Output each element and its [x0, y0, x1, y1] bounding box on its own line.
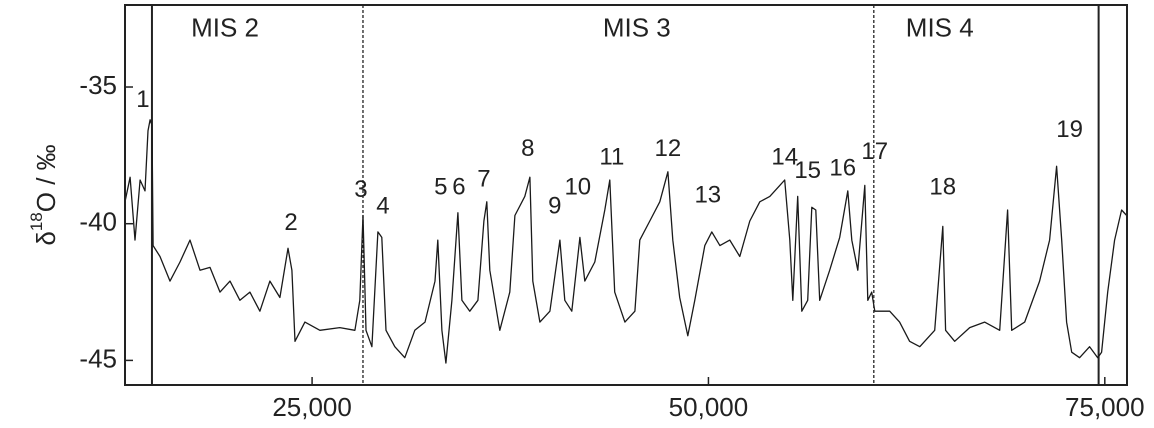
event-label: 18: [929, 174, 956, 201]
y-label-symbol: δ: [31, 231, 61, 245]
x-tick-label: 75,000: [1065, 392, 1145, 422]
y-tick-label: -40: [79, 207, 117, 237]
event-label: 17: [861, 138, 888, 165]
event-label: 1: [136, 86, 149, 113]
y-tick-label: -35: [79, 70, 117, 100]
y-axis-label: δ18O / ‰: [27, 144, 60, 245]
event-label: 13: [694, 182, 721, 209]
plot-frame: [124, 4, 1128, 386]
event-label: 2: [284, 209, 297, 236]
stage-label: MIS 2: [191, 12, 259, 42]
event-label: 4: [376, 193, 389, 220]
event-label: 8: [521, 135, 534, 162]
event-label: 19: [1056, 116, 1083, 143]
stage-label: MIS 3: [603, 12, 671, 42]
event-label: 12: [655, 135, 682, 162]
event-label: 14: [771, 143, 798, 170]
stage-label: MIS 4: [906, 12, 974, 42]
y-label-sup: 18: [27, 212, 46, 231]
data-line: [124, 119, 1128, 364]
y-label-rest: O / ‰: [31, 144, 61, 212]
event-label: 9: [548, 193, 561, 220]
x-tick-label: 50,000: [669, 392, 749, 422]
event-label: 6: [452, 174, 465, 201]
event-label: 10: [564, 174, 591, 201]
event-label: 11: [599, 143, 624, 170]
x-tick-label: 25,000: [272, 392, 352, 422]
event-label: 5: [434, 174, 447, 201]
event-label: 7: [477, 165, 490, 192]
y-tick-label: -45: [79, 343, 117, 373]
event-label: 3: [354, 176, 367, 203]
event-label: 15: [794, 157, 821, 184]
event-label: 16: [829, 154, 856, 181]
